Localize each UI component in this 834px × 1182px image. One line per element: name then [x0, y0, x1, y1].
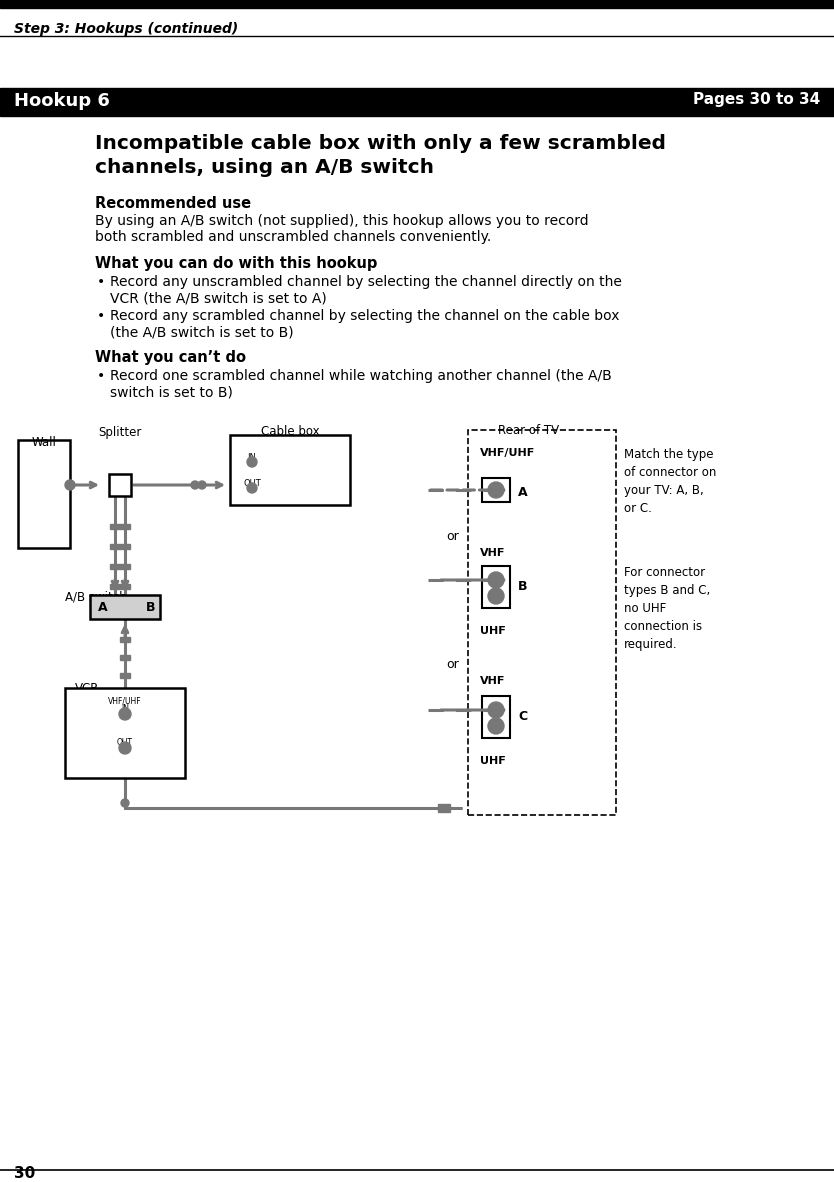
Text: What you can do with this hookup: What you can do with this hookup [95, 256, 377, 271]
Text: Recommended use: Recommended use [95, 196, 251, 212]
Text: IN: IN [121, 704, 129, 713]
Text: Match the type
of connector on
your TV: A, B,
or C.: Match the type of connector on your TV: … [624, 448, 716, 515]
Bar [18, 440, 70, 548]
Circle shape [488, 717, 504, 734]
Bar [120, 673, 130, 678]
Text: VCR (the A/B switch is set to A): VCR (the A/B switch is set to A) [110, 291, 327, 305]
Bar [0, 0, 834, 8]
Text: both scrambled and unscrambled channels conveniently.: both scrambled and unscrambled channels … [95, 230, 491, 243]
Text: Hookup 6: Hookup 6 [14, 92, 110, 110]
Text: Cable box: Cable box [261, 426, 319, 439]
Text: Step 3: Hookups (continued): Step 3: Hookups (continued) [14, 22, 239, 35]
Text: By using an A/B switch (not supplied), this hookup allows you to record: By using an A/B switch (not supplied), t… [95, 214, 589, 228]
Bar [0, 87, 834, 116]
Bar [482, 478, 510, 502]
Text: Pages 30 to 34: Pages 30 to 34 [693, 92, 820, 108]
Bar [468, 430, 616, 816]
Bar [109, 474, 131, 496]
Text: VHF/UHF: VHF/UHF [480, 448, 535, 457]
Bar [90, 595, 160, 619]
Bar [120, 564, 130, 569]
Circle shape [247, 483, 257, 493]
Text: Splitter: Splitter [98, 426, 142, 439]
Bar [120, 524, 130, 530]
Text: B: B [146, 600, 155, 613]
Text: A: A [98, 600, 108, 613]
Bar [65, 688, 185, 778]
Text: VHF/UHF: VHF/UHF [108, 696, 142, 704]
Text: Record any unscrambled channel by selecting the channel directly on the: Record any unscrambled channel by select… [110, 275, 622, 290]
Bar [120, 544, 130, 548]
Circle shape [488, 572, 504, 587]
Bar [110, 564, 120, 569]
Text: UHF: UHF [480, 756, 505, 766]
Circle shape [191, 481, 199, 489]
Text: or: or [446, 658, 459, 671]
Bar [482, 566, 510, 608]
Circle shape [119, 742, 131, 754]
Circle shape [488, 482, 504, 498]
Text: •: • [97, 275, 105, 290]
Circle shape [488, 702, 504, 717]
Text: switch is set to B): switch is set to B) [110, 385, 233, 400]
Bar [120, 584, 130, 589]
Text: IN: IN [248, 453, 256, 462]
Text: UHF: UHF [480, 626, 505, 636]
Text: Record one scrambled channel while watching another channel (the A/B: Record one scrambled channel while watch… [110, 369, 612, 383]
Text: Wall: Wall [32, 436, 57, 449]
Circle shape [65, 480, 75, 491]
Bar [110, 524, 120, 530]
Circle shape [119, 708, 131, 720]
Text: •: • [97, 369, 105, 383]
Bar [110, 544, 120, 548]
Text: (the A/B switch is set to B): (the A/B switch is set to B) [110, 325, 294, 339]
Text: 30: 30 [14, 1165, 35, 1181]
Text: or: or [446, 530, 459, 543]
Text: VHF: VHF [480, 676, 505, 686]
Text: OUT: OUT [117, 738, 133, 747]
Text: Record any scrambled channel by selecting the channel on the cable box: Record any scrambled channel by selectin… [110, 309, 620, 323]
Text: C: C [518, 710, 527, 723]
Bar [120, 655, 130, 660]
Text: B: B [518, 580, 527, 593]
Circle shape [247, 457, 257, 467]
Circle shape [488, 587, 504, 604]
Text: What you can’t do: What you can’t do [95, 350, 246, 365]
Text: For connector
types B and C,
no UHF
connection is
required.: For connector types B and C, no UHF conn… [624, 566, 711, 651]
Circle shape [198, 481, 206, 489]
Text: VHF: VHF [480, 548, 505, 558]
Text: Incompatible cable box with only a few scrambled: Incompatible cable box with only a few s… [95, 134, 666, 152]
Text: A/B switch: A/B switch [65, 591, 127, 604]
Bar [120, 637, 130, 642]
Circle shape [121, 799, 129, 807]
Text: channels, using an A/B switch: channels, using an A/B switch [95, 158, 434, 177]
Bar [438, 804, 450, 812]
Bar [110, 584, 120, 589]
Text: A: A [518, 486, 528, 499]
Bar [230, 435, 350, 505]
Bar [482, 696, 510, 738]
Text: Rear of TV: Rear of TV [498, 424, 559, 437]
Text: VCR: VCR [75, 682, 99, 695]
Text: •: • [97, 309, 105, 323]
Text: OUT: OUT [244, 479, 261, 488]
